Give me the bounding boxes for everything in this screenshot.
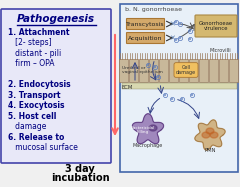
Text: 3. Transport: 3. Transport bbox=[8, 91, 60, 99]
FancyBboxPatch shape bbox=[120, 4, 238, 172]
Bar bbox=[219, 59, 228, 82]
Text: Microvilli: Microvilli bbox=[209, 47, 231, 53]
Polygon shape bbox=[149, 125, 157, 131]
Polygon shape bbox=[195, 120, 225, 150]
FancyBboxPatch shape bbox=[126, 33, 164, 44]
Text: 1. Attachment: 1. Attachment bbox=[8, 27, 70, 36]
FancyBboxPatch shape bbox=[195, 15, 237, 37]
Bar bbox=[159, 59, 168, 82]
Text: b. N. gonorrhoeae: b. N. gonorrhoeae bbox=[125, 7, 182, 11]
Text: ✕: ✕ bbox=[169, 21, 175, 27]
Bar bbox=[149, 59, 158, 82]
Bar bbox=[169, 59, 178, 82]
Text: Gonorrhoeae
virulence: Gonorrhoeae virulence bbox=[199, 21, 233, 31]
Text: mucosal surface: mucosal surface bbox=[8, 143, 78, 152]
FancyBboxPatch shape bbox=[126, 19, 164, 30]
Text: ✕: ✕ bbox=[169, 35, 175, 41]
Bar bbox=[119, 59, 128, 82]
Text: Urethral or
vaginal epithelium: Urethral or vaginal epithelium bbox=[122, 66, 163, 74]
Text: distant - pili: distant - pili bbox=[8, 48, 61, 57]
Bar bbox=[122, 83, 237, 89]
Text: 2. Endocytosis: 2. Endocytosis bbox=[8, 80, 71, 89]
Bar bbox=[209, 59, 218, 82]
Text: Macrophage: Macrophage bbox=[133, 143, 163, 148]
Text: 5. Host cell: 5. Host cell bbox=[8, 111, 56, 120]
Bar bbox=[189, 59, 198, 82]
Text: ECM: ECM bbox=[122, 85, 133, 90]
Bar bbox=[129, 59, 138, 82]
Text: Transcytosis: Transcytosis bbox=[126, 22, 164, 27]
Polygon shape bbox=[202, 132, 210, 138]
Polygon shape bbox=[206, 128, 214, 134]
Bar bbox=[179, 59, 188, 82]
Text: 6. Release to: 6. Release to bbox=[8, 133, 64, 142]
Text: Acquisition: Acquisition bbox=[128, 36, 162, 41]
Text: firm – OPA: firm – OPA bbox=[8, 59, 54, 68]
Text: [2- steps]: [2- steps] bbox=[8, 38, 52, 47]
Text: PMN: PMN bbox=[204, 148, 216, 153]
Polygon shape bbox=[132, 114, 164, 144]
Text: Pathogenesis: Pathogenesis bbox=[17, 14, 95, 24]
Bar bbox=[199, 59, 208, 82]
Text: 3 day: 3 day bbox=[65, 164, 95, 174]
Text: 4. Exocytosis: 4. Exocytosis bbox=[8, 101, 65, 110]
Text: Cell
damage: Cell damage bbox=[176, 65, 196, 75]
Bar bbox=[139, 59, 148, 82]
Text: damage: damage bbox=[8, 122, 46, 131]
Bar bbox=[229, 59, 238, 82]
Text: Bactericidal
killing: Bactericidal killing bbox=[131, 126, 155, 134]
Polygon shape bbox=[210, 132, 218, 138]
FancyBboxPatch shape bbox=[1, 9, 111, 163]
Text: incubation: incubation bbox=[51, 173, 109, 183]
